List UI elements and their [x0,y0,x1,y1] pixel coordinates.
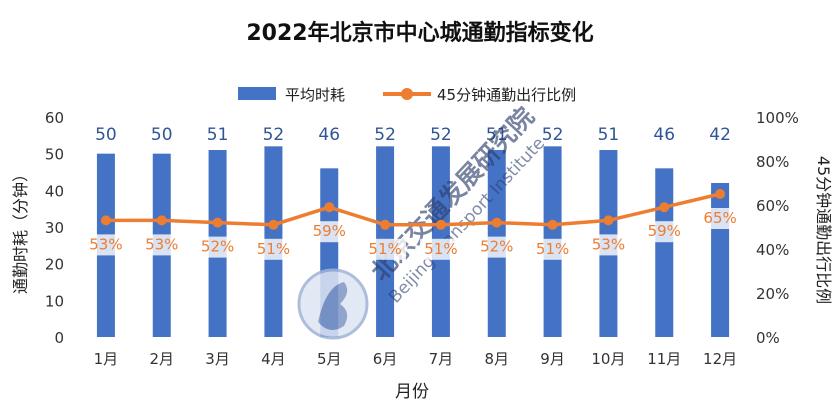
line-value-label: 53% [89,235,122,253]
y-left-tick-label: 40 [45,182,64,200]
watermark-logo-mark [318,282,348,330]
legend: 平均时耗 45分钟通勤出行比例 [238,86,576,104]
line-value-label: 53% [145,235,178,253]
x-tick-label: 6月 [373,350,398,368]
line-value-label: 51% [424,240,457,258]
legend-bar-label: 平均时耗 [285,86,345,104]
line-value-label: 59% [313,222,346,240]
x-tick-label: 9月 [540,350,565,368]
x-tick-labels: 1月 2月 3月 4月 5月 6月 7月 8月 9月 10月 11月 12月 [94,350,737,368]
line-label-bg [643,221,686,243]
line-label-bg [531,238,574,260]
y-left-tick-label: 0 [54,329,64,347]
x-tick-label: 8月 [484,350,509,368]
x-tick-label: 2月 [149,350,174,368]
line-point [547,219,558,230]
line-point [324,202,335,213]
line-point [715,189,726,199]
line-point [659,202,670,213]
line-point [156,215,167,226]
line-label-bg [252,238,295,260]
line-point [380,219,391,230]
bar-value-label: 50 [95,125,117,145]
line-label-bg [140,234,183,256]
x-axis-title: 月份 [395,382,429,402]
line-label-bg [419,238,462,260]
line-label-bg [475,236,518,258]
y-left-tick-label: 50 [45,146,64,164]
bar-value-label: 52 [430,125,452,145]
y-left-tick-label: 60 [45,109,64,127]
line-value-label: 51% [368,240,401,258]
bar-value-label: 42 [709,125,731,145]
line-value-label: 53% [592,235,625,253]
line-value-label: 65% [703,209,736,227]
bar-value-label: 46 [653,125,675,145]
x-tick-label: 5月 [317,350,342,368]
y-right-tick-label: 80% [756,153,789,171]
y-right-tick-label: 20% [756,285,789,303]
y-left-axis-title: 通勤时耗（分钟） [11,166,30,294]
y-left-tick-label: 10 [45,292,64,310]
y-left-tick-label: 20 [45,256,64,274]
y-right-tick-label: 0% [756,329,780,347]
line-point [100,215,111,226]
line-series [100,189,726,230]
x-tick-label: 3月 [205,350,230,368]
line-label-bg [84,234,127,256]
legend-bar-swatch [238,87,276,100]
line-value-label: 59% [648,222,681,240]
x-tick-label: 7月 [429,350,454,368]
line-point [603,215,614,226]
y-right-tick-label: 60% [756,197,789,215]
line-label-bg [308,221,351,243]
bar-value-label: 46 [318,125,340,145]
line-label-bg [364,238,407,260]
y-right-tick-label: 40% [756,241,789,259]
line-value-label: 52% [480,238,513,256]
line-point [435,219,446,230]
bar-value-label: 51 [207,125,229,145]
chart-title: 2022年北京市中心城通勤指标变化 [246,20,593,46]
y-left-tick-label: 30 [45,219,64,237]
y-right-axis-title: 45分钟通勤出行比例 [814,156,833,304]
line-point [268,219,279,230]
bar-value-label: 51 [486,125,508,145]
bar-value-label: 52 [542,125,564,145]
line-value-label: 52% [201,238,234,256]
legend-line-marker [401,88,413,100]
y-left-tick-labels: 0 10 20 30 40 50 60 [45,109,64,347]
x-tick-label: 1月 [94,350,119,368]
series-line [105,192,721,227]
bar-value-label: 50 [151,125,173,145]
y-right-tick-labels: 0% 20% 40% 60% 80% 100% [756,109,799,347]
bar [655,168,674,337]
line-point [491,217,502,228]
x-tick-label: 10月 [591,350,625,368]
bar-value-label: 51 [598,125,620,145]
bar-value-labels: 50 50 51 52 46 52 52 51 52 51 46 42 [95,125,731,145]
line-value-label: 51% [257,240,290,258]
line-label-bg [196,236,239,258]
x-tick-label: 12月 [703,350,737,368]
line-point [212,217,223,228]
bar-value-label: 52 [374,125,396,145]
bar [711,183,730,337]
line-value-label: 51% [536,240,569,258]
x-tick-label: 4月 [261,350,286,368]
line-value-labels: 53% 53% 52% 51% 59% 51% 51% 52% 51% 53% 59% 65% [84,208,742,260]
line-label-bg [587,234,630,256]
bar-value-label: 52 [263,125,285,145]
line-label-bg [699,208,742,229]
legend-line-label: 45分钟通勤出行比例 [437,86,576,104]
y-right-tick-label: 100% [756,109,799,127]
x-tick-label: 11月 [647,350,681,368]
